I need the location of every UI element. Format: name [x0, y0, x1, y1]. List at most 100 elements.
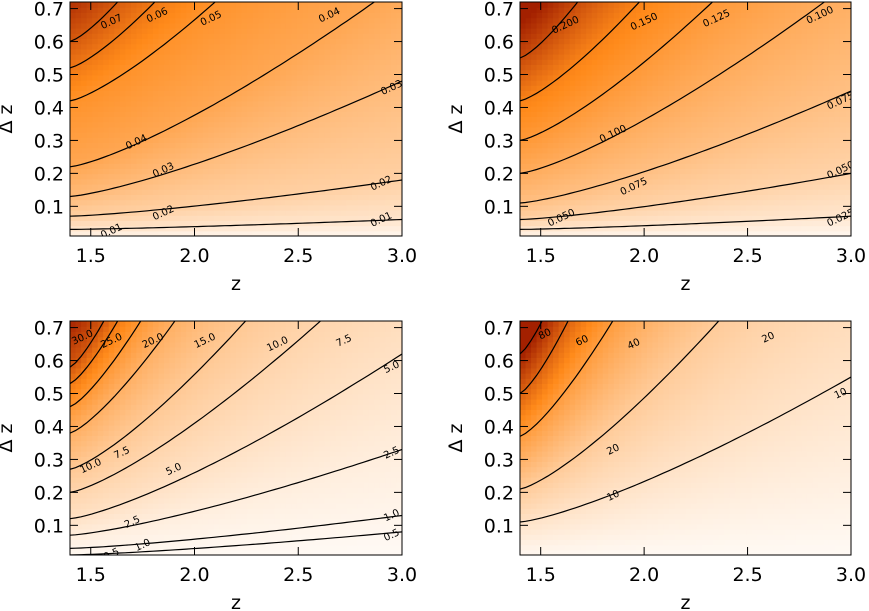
heat-cell	[75, 225, 82, 232]
heat-cell	[735, 126, 742, 133]
heat-cell	[746, 173, 753, 180]
heat-cell	[208, 158, 215, 164]
heat-cell	[180, 225, 187, 232]
heat-cell	[635, 80, 642, 86]
heat-cell	[746, 178, 753, 185]
heat-cell	[180, 126, 187, 133]
heat-cell	[668, 22, 676, 29]
heat-cell	[175, 168, 182, 175]
heat-cell	[646, 142, 653, 149]
heat-cell	[663, 158, 670, 164]
heat-cell	[352, 95, 359, 102]
heat-cell	[624, 64, 631, 71]
heat-cell	[114, 59, 121, 65]
heat-cell	[735, 199, 742, 206]
heat-cell	[558, 126, 565, 133]
heat-cell	[635, 199, 642, 206]
heat-cell	[729, 116, 736, 123]
heat-cell	[602, 2, 609, 8]
heat-cell	[219, 33, 226, 39]
heat-cell	[569, 230, 576, 236]
heat-cell	[119, 106, 126, 112]
heat-cell	[70, 225, 77, 232]
heat-cell	[180, 85, 187, 91]
heat-cell	[186, 132, 193, 138]
heat-cell	[751, 33, 758, 39]
heat-cell	[153, 220, 160, 227]
heat-cell	[136, 43, 143, 50]
heat-cell	[307, 59, 315, 65]
heat-cell	[630, 48, 637, 55]
heat-cell	[247, 116, 254, 123]
heat-cell	[147, 7, 154, 13]
heat-cell	[247, 90, 254, 97]
heat-cell	[674, 95, 681, 102]
heat-cell	[779, 230, 786, 236]
heat-cell	[247, 158, 254, 164]
heat-cell	[81, 116, 88, 123]
heat-cell	[296, 22, 303, 29]
heat-cell	[230, 33, 237, 39]
heat-cell	[114, 163, 121, 169]
heat-cell	[335, 22, 342, 29]
heat-cell	[702, 230, 709, 236]
heat-cell	[302, 178, 309, 185]
heat-cell	[363, 22, 370, 29]
heat-cell	[740, 54, 747, 60]
heat-cell	[230, 168, 237, 175]
heat-cell	[335, 59, 342, 65]
heat-cell	[368, 54, 375, 60]
heat-cell	[103, 220, 110, 227]
heat-cell	[768, 204, 775, 211]
heat-cell	[236, 199, 243, 206]
heat-cell	[390, 126, 398, 133]
heat-cell	[374, 7, 381, 13]
heat-cell	[324, 147, 331, 154]
heat-cell	[125, 158, 132, 164]
heat-cell	[520, 147, 527, 154]
heat-cell	[602, 80, 609, 86]
heat-cell	[307, 64, 315, 71]
heat-cell	[175, 158, 182, 164]
heat-cell	[713, 230, 720, 236]
heat-cell	[285, 43, 292, 50]
heat-cell	[191, 158, 198, 164]
heat-cell	[619, 204, 626, 211]
heat-cell	[186, 38, 193, 45]
heat-cell	[685, 152, 692, 159]
heat-cell	[197, 38, 204, 45]
heat-cell	[385, 168, 392, 175]
heat-cell	[657, 158, 665, 164]
heat-cell	[302, 85, 309, 91]
heat-cell	[274, 90, 281, 97]
heat-cell	[280, 28, 287, 34]
heat-cell	[92, 215, 99, 221]
heat-cell	[679, 74, 687, 81]
heat-cell	[674, 225, 681, 232]
heat-cell	[613, 194, 620, 201]
heat-cell	[575, 121, 582, 128]
heat-cell	[558, 173, 565, 180]
heat-cell	[269, 126, 276, 133]
heat-cell	[553, 147, 560, 154]
heat-cell	[385, 17, 392, 24]
heat-cell	[92, 100, 99, 107]
heat-cell	[247, 64, 254, 71]
heat-cell	[241, 69, 248, 76]
heat-cell	[341, 22, 348, 29]
heat-cell	[153, 22, 160, 29]
heat-cell	[324, 54, 331, 60]
heat-cell	[619, 116, 626, 123]
heat-cell	[158, 2, 165, 8]
heat-cell	[291, 43, 298, 50]
heat-cell	[258, 43, 265, 50]
heat-cell	[646, 152, 653, 159]
heat-cell	[252, 147, 259, 154]
heat-cell	[773, 194, 780, 201]
heat-cell	[81, 152, 88, 159]
heat-cell	[542, 189, 549, 195]
heat-cell	[164, 38, 171, 45]
heat-cell	[230, 85, 237, 91]
heat-cell	[679, 163, 687, 169]
heat-cell	[729, 100, 736, 107]
